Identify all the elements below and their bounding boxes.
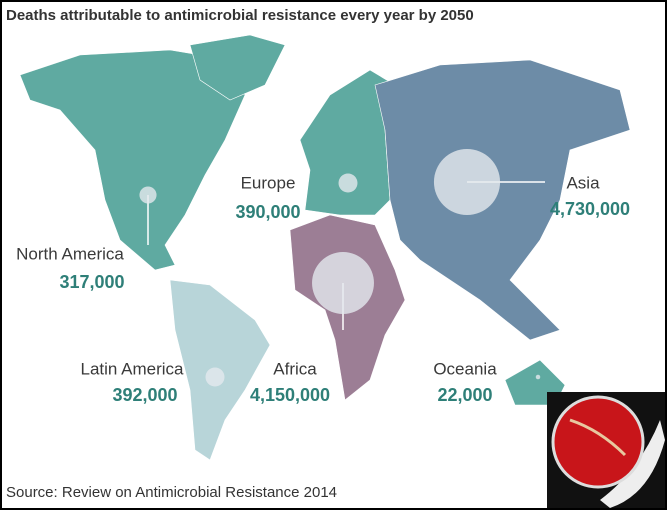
value-label: 392,000: [112, 385, 177, 405]
bubble: [433, 148, 501, 216]
region-name: Latin America: [81, 359, 185, 378]
region-name: Africa: [273, 359, 317, 378]
region-name: Oceania: [433, 359, 497, 378]
bubble: [535, 374, 541, 380]
asia: [374, 59, 631, 341]
greenland: [189, 34, 286, 101]
value-label: 317,000: [59, 272, 124, 292]
region-name: North America: [16, 244, 124, 263]
title: Deaths attributable to antimicrobial res…: [6, 7, 474, 24]
region-name: Asia: [566, 173, 600, 192]
bubble: [205, 367, 225, 387]
bubble: [139, 186, 157, 204]
bacteria: [569, 418, 627, 457]
value-label: 390,000: [235, 202, 300, 222]
photo: [547, 392, 665, 508]
glove: [600, 420, 665, 508]
bubble: [338, 173, 358, 193]
value-label: 4,150,000: [250, 385, 330, 405]
bubble: [312, 252, 374, 314]
value-label: 22,000: [437, 385, 492, 405]
source: Source: Review on Antimicrobial Resistan…: [6, 484, 337, 501]
petri-dish: [551, 395, 645, 489]
value-label: 4,730,000: [550, 199, 630, 219]
region-name: Europe: [241, 173, 296, 192]
